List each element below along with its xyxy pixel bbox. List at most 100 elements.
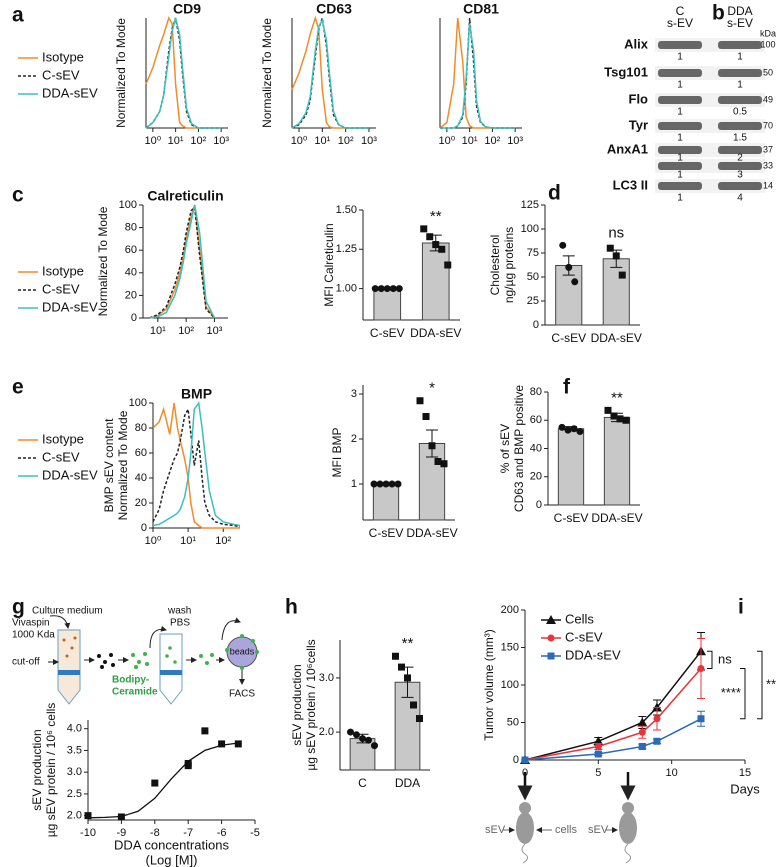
chart-title: BMP (181, 386, 212, 402)
y-tick-label: 1.50 (336, 204, 357, 216)
x-tick-label: DDA-sEV (406, 526, 457, 540)
marker (622, 416, 630, 424)
series-line (152, 400, 241, 527)
quant-label: 4 (737, 193, 743, 204)
bar (372, 483, 400, 521)
x-tick-label: 10¹ (168, 135, 184, 147)
quant-label: 1 (677, 80, 683, 91)
unit: kDa (760, 28, 776, 38)
labeled-dots (165, 646, 177, 664)
legend-label: Cells (565, 611, 594, 626)
marker (416, 715, 423, 723)
marker (428, 442, 436, 450)
y-tick-label: 3.0 (319, 672, 334, 684)
tube (57, 629, 81, 705)
legend-label: C-sEV (42, 449, 80, 464)
quant-label: 1.5 (733, 133, 747, 144)
label: cut-off (12, 657, 40, 668)
significance-label: ns (718, 651, 732, 666)
band (658, 162, 702, 170)
marker (376, 480, 384, 488)
label: 1000 Kda (12, 630, 55, 641)
kda-label: 33 (763, 160, 773, 170)
y-tick-label: 3.5 (67, 744, 82, 756)
marker (594, 750, 602, 758)
y-tick-label: 150 (501, 641, 519, 653)
marker (697, 715, 705, 723)
y-tick-label: 100 (521, 223, 539, 235)
quant-label: 3 (737, 170, 743, 181)
marker (365, 736, 372, 744)
y-tick-label: 50 (527, 271, 539, 283)
y-tick-label: 80 (135, 422, 147, 434)
band (658, 182, 702, 190)
significance-bracket (740, 668, 746, 720)
x-tick-label: 10¹ (462, 135, 478, 147)
tail (521, 843, 529, 864)
column-header: C (676, 4, 685, 18)
bar (421, 242, 450, 321)
mouse (619, 802, 637, 844)
y-axis-label: BMP sEV content (102, 418, 116, 512)
y-axis-label: Cholesterol (488, 235, 502, 296)
y-axis-label: Normalized To Mode (96, 206, 110, 316)
significance-label: ** (402, 635, 414, 652)
chart-title: CD81 (463, 1, 499, 17)
y-tick-label: 200 (501, 604, 519, 616)
y-tick-label: 2.5 (67, 788, 82, 800)
marker (394, 480, 402, 488)
marker (371, 742, 378, 750)
y-axis-label: sEV production (290, 664, 304, 745)
significance-label: ** (766, 676, 776, 691)
marker (618, 271, 626, 279)
marker (612, 252, 620, 260)
quant-label: 1 (737, 80, 743, 91)
panel-letter: c (12, 184, 24, 207)
kda-label: 50 (763, 67, 773, 77)
label: sEV (588, 824, 609, 836)
bar (557, 428, 585, 506)
y-tick-label: 0 (131, 312, 137, 324)
blot-strip (655, 143, 765, 157)
panel-letter: b (712, 2, 725, 25)
quant-label: 1 (737, 52, 743, 63)
marker (398, 663, 405, 671)
y-tick-label: 0 (141, 522, 147, 534)
marker (547, 634, 555, 642)
y-tick-label: 75 (527, 247, 539, 259)
marker (404, 674, 411, 682)
bar (602, 258, 630, 326)
marker (576, 428, 584, 436)
legend-label: DDA-sEV (42, 85, 98, 100)
filter (58, 670, 80, 675)
band (718, 96, 762, 104)
y-axis-label: µg sEV protein / 10⁶ cells (44, 703, 58, 838)
x-tick-label: 10³ (213, 135, 229, 147)
y-tick-label: 20 (530, 471, 542, 483)
significance-label: ** (611, 389, 623, 406)
filter (160, 670, 182, 675)
y-axis-label: Normalized To Mode (260, 18, 274, 128)
quant-label: 1 (677, 52, 683, 63)
x-tick-label: 0 (522, 767, 528, 779)
marker (594, 743, 602, 750)
marker (638, 743, 646, 750)
labeled-dots (131, 652, 149, 669)
marker (370, 480, 378, 488)
series-line (524, 668, 702, 761)
x-tick-label: -9 (117, 827, 127, 839)
marker (653, 715, 661, 723)
series-line (440, 23, 516, 129)
x-tick-label: DDA-sEV (591, 511, 642, 525)
x-tick-label: 10³ (507, 135, 523, 147)
legend-label: DDA-sEV (42, 299, 98, 314)
band (658, 41, 702, 49)
x-tick-label: 10⁰ (145, 535, 162, 547)
x-axis-label: (Log [M]) (145, 852, 197, 867)
x-tick-label: 15 (739, 767, 751, 779)
marker (638, 728, 646, 736)
y-tick-label: 0 (513, 754, 519, 766)
marker (420, 225, 428, 233)
y-tick-label: 1.25 (336, 243, 357, 255)
y-tick-label: 3.0 (67, 766, 82, 778)
